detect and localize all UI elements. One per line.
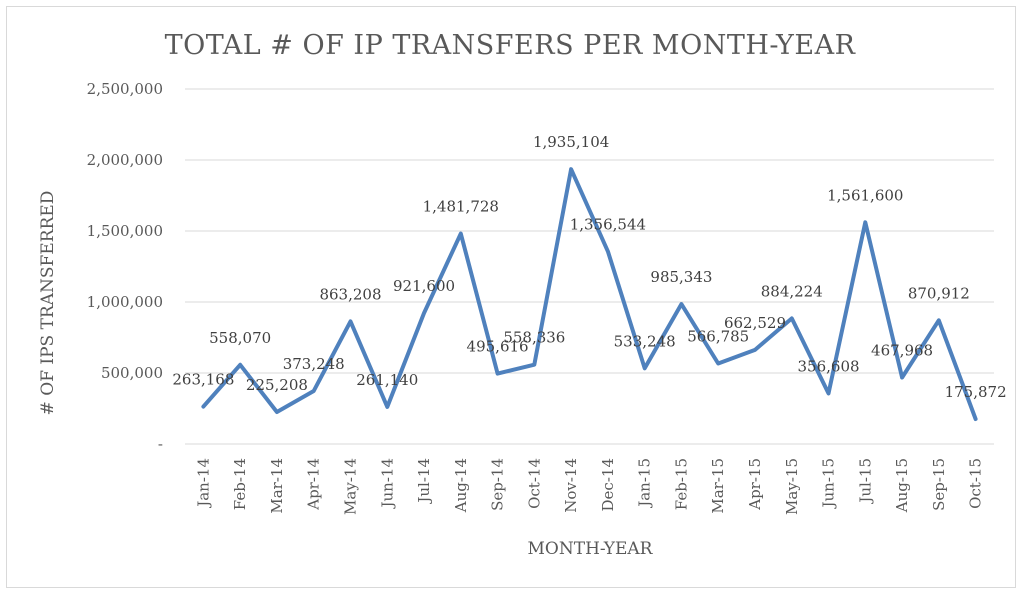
data-label: 263,168: [172, 371, 234, 389]
x-tick-label: Mar-14: [268, 458, 286, 514]
x-tick-label: Apr-15: [746, 458, 764, 511]
x-tick-label: Feb-14: [231, 458, 249, 510]
x-axis-title: MONTH-YEAR: [528, 539, 654, 559]
data-label: 884,224: [761, 282, 823, 300]
x-tick-label: May-14: [341, 458, 359, 515]
data-label: 533,248: [614, 332, 676, 350]
data-label: 870,912: [908, 284, 970, 302]
data-label: 175,872: [945, 383, 1007, 401]
y-tick-label: -: [158, 435, 163, 453]
data-label: 985,343: [650, 268, 712, 286]
x-tick-label: Jul-15: [856, 458, 874, 505]
x-tick-label: Oct-14: [525, 458, 543, 509]
x-tick-label: Jun-15: [820, 458, 838, 510]
x-tick-label: Aug-14: [452, 458, 470, 513]
data-label: 921,600: [393, 277, 455, 295]
y-tick-label: 2,500,000: [87, 80, 163, 98]
x-tick-label: May-15: [783, 458, 801, 515]
data-label: 356,608: [798, 357, 860, 375]
data-label: 225,208: [246, 376, 308, 394]
x-tick-label: Jan-15: [636, 458, 654, 509]
x-tick-label: Sep-14: [489, 458, 507, 511]
data-label: 261,140: [356, 371, 418, 389]
data-label: 1,935,104: [533, 133, 609, 151]
x-tick-label: Jul-14: [415, 458, 433, 505]
x-axis-ticks: Jan-14 Feb-14 Mar-14 Apr-14 May-14 Jun-14 Jul-…: [194, 458, 984, 515]
series-line: [201, 167, 978, 421]
chart-title: TOTAL # OF IP TRANSFERS PER MONTH-YEAR: [165, 30, 856, 61]
data-label: 566,785: [687, 328, 749, 346]
data-label: 1,481,728: [423, 198, 499, 216]
x-tick-label: Nov-14: [562, 458, 580, 513]
data-label: 1,356,544: [570, 215, 646, 233]
x-tick-label: Mar-15: [709, 458, 727, 514]
x-tick-label: Jan-14: [194, 458, 212, 509]
data-label: 495,616: [467, 338, 529, 356]
x-tick-label: Apr-14: [305, 458, 323, 511]
x-tick-label: Feb-15: [672, 458, 690, 510]
x-tick-label: Jun-14: [378, 458, 396, 510]
gridlines: [185, 88, 994, 445]
x-tick-label: Sep-15: [930, 458, 948, 511]
data-label: 1,561,600: [827, 186, 903, 204]
data-label: 863,208: [319, 285, 381, 303]
data-label: 558,070: [209, 329, 271, 347]
y-tick-label: 1,500,000: [87, 222, 163, 240]
y-tick-label: 500,000: [101, 364, 163, 382]
x-tick-label: Dec-14: [599, 458, 617, 511]
y-tick-label: 1,000,000: [87, 293, 163, 311]
data-labels: 263,168 558,070 225,208 373,248 863,208 261,1…: [172, 133, 1006, 401]
data-label: 558,336: [503, 329, 565, 347]
data-label: 373,248: [283, 355, 345, 373]
y-axis-title: # OF IPS TRANSFERRED: [38, 191, 58, 416]
data-label: 467,968: [871, 342, 933, 360]
y-tick-label: 2,000,000: [87, 151, 163, 169]
x-tick-label: Oct-15: [967, 458, 985, 509]
x-tick-label: Aug-15: [893, 458, 911, 513]
y-axis-ticks: - 500,000 1,000,000 1,500,000 2,000,000 2,500…: [87, 80, 163, 453]
data-label: 662,529: [724, 314, 786, 332]
